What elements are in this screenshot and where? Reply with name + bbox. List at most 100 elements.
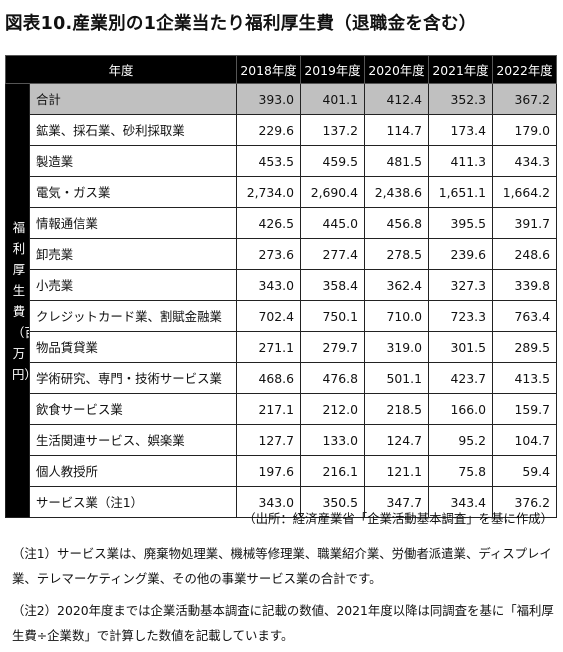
value-cell-2018年度: 702.4 xyxy=(236,300,301,332)
header-year-2018: 2018年度 xyxy=(236,55,301,84)
industry-name-cell: 物品賃貸業 xyxy=(29,331,237,363)
value-cell-2022年度: 179.0 xyxy=(492,114,557,146)
value-cell-2022年度: 376.2 xyxy=(492,486,557,518)
industry-name-cell: 合計 xyxy=(29,83,237,115)
table-row: 飲食サービス業 217.1 212.0 218.5 166.0 159.7 xyxy=(6,393,557,425)
value-cell-2018年度: 426.5 xyxy=(236,207,301,239)
value-cell-2021年度: 423.7 xyxy=(428,362,493,394)
value-cell-2019年度: 277.4 xyxy=(300,238,365,270)
value-cell-2018年度: 127.7 xyxy=(236,424,301,456)
industry-name-cell: 個人教授所 xyxy=(29,455,237,487)
value-cell-2021年度: 1,651.1 xyxy=(428,176,493,208)
value-cell-2021年度: 411.3 xyxy=(428,145,493,177)
value-cell-2021年度: 395.5 xyxy=(428,207,493,239)
value-cell-2022年度: 339.8 xyxy=(492,269,557,301)
value-cell-2021年度: 352.3 xyxy=(428,83,493,115)
value-cell-2020年度: 114.7 xyxy=(364,114,429,146)
source-note: （出所：経済産業省「企業活動基本調査」を基に作成） xyxy=(243,511,553,526)
table-row: サービス業（注1） 343.0 350.5 347.7 343.4 376.2 xyxy=(6,486,557,518)
table-row: 卸売業 273.6 277.4 278.5 239.6 248.6 xyxy=(6,238,557,270)
value-cell-2022年度: 248.6 xyxy=(492,238,557,270)
industry-name-cell: 飲食サービス業 xyxy=(29,393,237,425)
value-cell-2021年度: 173.4 xyxy=(428,114,493,146)
value-cell-2018年度: 343.0 xyxy=(236,486,301,518)
value-cell-2018年度: 453.5 xyxy=(236,145,301,177)
table-row: 個人教授所 197.6 216.1 121.1 75.8 59.4 xyxy=(6,455,557,487)
industry-name-cell: 卸売業 xyxy=(29,238,237,270)
value-cell-2019年度: 750.1 xyxy=(300,300,365,332)
welfare-cost-table: 年度 2018年度 2019年度 2020年度 2021年度 2022年度 福利… xyxy=(5,55,557,518)
value-cell-2018年度: 229.6 xyxy=(236,114,301,146)
value-cell-2021年度: 75.8 xyxy=(428,455,493,487)
value-cell-2022年度: 434.3 xyxy=(492,145,557,177)
table-row: 物品賃貸業 271.1 279.7 319.0 301.5 289.5 xyxy=(6,331,557,363)
value-cell-2018年度: 217.1 xyxy=(236,393,301,425)
header-year-label: 年度 xyxy=(5,55,237,84)
header-year-2020: 2020年度 xyxy=(364,55,429,84)
header-year-2019: 2019年度 xyxy=(300,55,365,84)
value-cell-2019年度: 133.0 xyxy=(300,424,365,456)
table-row: 情報通信業 426.5 445.0 456.8 395.5 391.7 xyxy=(6,207,557,239)
value-cell-2021年度: 239.6 xyxy=(428,238,493,270)
table-row: 電気・ガス業 2,734.0 2,690.4 2,438.6 1,651.1 1,664.… xyxy=(6,176,557,208)
value-cell-2020年度: 347.7 xyxy=(364,486,429,518)
value-cell-2021年度: 301.5 xyxy=(428,331,493,363)
value-cell-2019年度: 401.1 xyxy=(300,83,365,115)
table-row: 生活関連サービス、娯楽業 127.7 133.0 124.7 95.2 104.7 xyxy=(6,424,557,456)
value-cell-2020年度: 121.1 xyxy=(364,455,429,487)
table-row: 学術研究、専門・技術サービス業 468.6 476.8 501.1 423.7 413.5 xyxy=(6,362,557,394)
industry-name-cell: 学術研究、専門・技術サービス業 xyxy=(29,362,237,394)
table-header-row: 年度 2018年度 2019年度 2020年度 2021年度 2022年度 xyxy=(5,55,557,84)
value-cell-2020年度: 501.1 xyxy=(364,362,429,394)
table-row: 製造業 453.5 459.5 481.5 411.3 434.3 xyxy=(6,145,557,177)
value-cell-2018年度: 273.6 xyxy=(236,238,301,270)
value-cell-2019年度: 445.0 xyxy=(300,207,365,239)
value-cell-2019年度: 476.8 xyxy=(300,362,365,394)
value-cell-2020年度: 2,438.6 xyxy=(364,176,429,208)
value-cell-2018年度: 2,734.0 xyxy=(236,176,301,208)
value-cell-2019年度: 216.1 xyxy=(300,455,365,487)
header-year-2022: 2022年度 xyxy=(492,55,557,84)
value-cell-2019年度: 2,690.4 xyxy=(300,176,365,208)
value-cell-2020年度: 278.5 xyxy=(364,238,429,270)
figure-title: 図表10.産業別の1企業当たり福利厚生費（退職金を含む） xyxy=(5,14,477,34)
value-cell-2022年度: 391.7 xyxy=(492,207,557,239)
industry-name-cell: 鉱業、採石業、砂利採取業 xyxy=(29,114,237,146)
value-cell-2022年度: 367.2 xyxy=(492,83,557,115)
value-cell-2018年度: 197.6 xyxy=(236,455,301,487)
footnote-1: （注1）サービス業は、廃棄物処理業、機械等修理業、職業紹介業、労働者派遣業、ディ… xyxy=(12,546,552,586)
value-cell-2020年度: 218.5 xyxy=(364,393,429,425)
value-cell-2019年度: 279.7 xyxy=(300,331,365,363)
value-cell-2022年度: 763.4 xyxy=(492,300,557,332)
value-cell-2020年度: 319.0 xyxy=(364,331,429,363)
value-cell-2021年度: 327.3 xyxy=(428,269,493,301)
value-cell-2019年度: 137.2 xyxy=(300,114,365,146)
value-cell-2018年度: 468.6 xyxy=(236,362,301,394)
value-cell-2020年度: 124.7 xyxy=(364,424,429,456)
side-unit-label-text: 福利厚生費（百万円） xyxy=(12,219,29,382)
side-unit-label: 福利厚生費（百万円） xyxy=(5,83,30,518)
table-row: 小売業 343.0 358.4 362.4 327.3 339.8 xyxy=(6,269,557,301)
value-cell-2018年度: 343.0 xyxy=(236,269,301,301)
value-cell-2021年度: 723.3 xyxy=(428,300,493,332)
industry-name-cell: 製造業 xyxy=(29,145,237,177)
industry-name-cell: 小売業 xyxy=(29,269,237,301)
industry-name-cell: クレジットカード業、割賦金融業 xyxy=(29,300,237,332)
industry-name-cell: 電気・ガス業 xyxy=(29,176,237,208)
table-row: クレジットカード業、割賦金融業 702.4 750.1 710.0 723.3 763.4 xyxy=(6,300,557,332)
industry-name-cell: 情報通信業 xyxy=(29,207,237,239)
value-cell-2020年度: 481.5 xyxy=(364,145,429,177)
value-cell-2020年度: 412.4 xyxy=(364,83,429,115)
value-cell-2022年度: 289.5 xyxy=(492,331,557,363)
footnote-2: （注2）2020年度までは企業活動基本調査に記載の数値、2021年度以降は同調査… xyxy=(12,603,554,643)
header-year-2021: 2021年度 xyxy=(428,55,493,84)
industry-name-cell: サービス業（注1） xyxy=(29,486,237,518)
value-cell-2022年度: 59.4 xyxy=(492,455,557,487)
value-cell-2019年度: 358.4 xyxy=(300,269,365,301)
value-cell-2020年度: 362.4 xyxy=(364,269,429,301)
value-cell-2022年度: 159.7 xyxy=(492,393,557,425)
table-body: 福利厚生費（百万円）合計393.0401.1412.4352.3367.2鉱業、… xyxy=(5,83,557,518)
value-cell-2020年度: 710.0 xyxy=(364,300,429,332)
industry-name-cell: 生活関連サービス、娯楽業 xyxy=(29,424,237,456)
